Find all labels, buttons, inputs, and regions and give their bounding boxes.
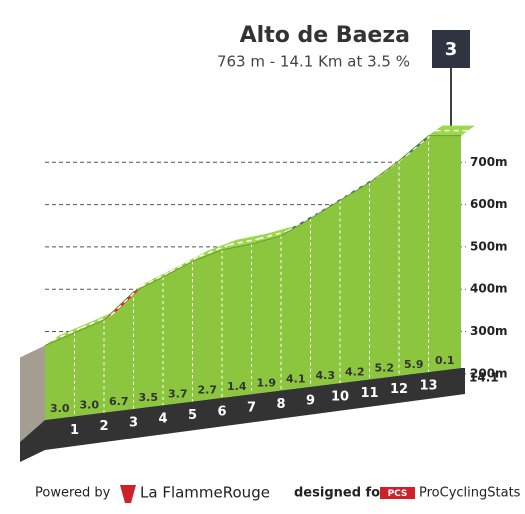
footer-text: designed for — [294, 486, 387, 501]
y-tick-label: 200m — [470, 366, 508, 380]
km-label: 5 — [188, 408, 197, 423]
profile-face — [45, 135, 461, 420]
km-label: 7 — [247, 401, 256, 416]
strip-dash — [169, 255, 200, 273]
gradient-label: 2.7 — [198, 384, 218, 397]
side-face — [20, 345, 45, 442]
gradient-segment — [251, 225, 296, 244]
gradient-label: 1.4 — [227, 380, 247, 393]
gradient-segment — [222, 233, 266, 250]
km-label: 9 — [306, 393, 315, 408]
gradient-segment — [428, 125, 475, 136]
gradient-label: 5.2 — [375, 362, 395, 375]
gradient-segment — [45, 322, 89, 346]
gradient-label: 4.1 — [286, 373, 306, 386]
pcs-name: ProCyclingStats — [419, 486, 521, 501]
brand-name: La FlammeRouge — [140, 484, 270, 502]
strip-dash — [140, 271, 171, 288]
km-label: 12 — [390, 382, 408, 397]
subtitle: 763 m - 14.1 Km at 3.5 % — [217, 53, 410, 71]
y-tick-label: 600m — [470, 197, 508, 211]
strip-dash — [287, 212, 318, 232]
base-band — [20, 368, 465, 462]
gradient-label: 6.7 — [109, 395, 129, 408]
km-label: 14.1 — [469, 371, 499, 385]
km-label: 3 — [129, 415, 138, 430]
profile-line — [44, 135, 461, 346]
km-label: 4 — [158, 412, 167, 427]
gradient-label: 0.1 — [435, 354, 455, 367]
category-label: 3 — [445, 39, 458, 60]
gradient-label: 4.3 — [316, 369, 336, 382]
strip-dash — [317, 194, 348, 215]
km-label: 2 — [99, 419, 108, 434]
strip-dash — [405, 130, 437, 157]
gradient-label: 3.0 — [80, 398, 100, 411]
y-tick-label: 400m — [470, 282, 508, 296]
y-tick-label: 700m — [470, 155, 508, 169]
gradient-label: 3.0 — [50, 402, 70, 415]
y-tick-label: 300m — [470, 324, 508, 338]
km-label: 11 — [360, 386, 378, 401]
km-label: 6 — [217, 404, 226, 419]
strip-dash — [110, 286, 142, 316]
km-label: 13 — [419, 379, 437, 394]
chart-title: Alto de Baeza — [240, 23, 410, 48]
brand-logo — [120, 485, 136, 503]
gradient-label: 5.9 — [404, 358, 424, 371]
gradient-label: 3.7 — [168, 387, 188, 400]
gradient-label: 4.2 — [345, 365, 365, 378]
footer-text: Powered by — [35, 486, 111, 501]
gradient-segment — [74, 310, 119, 333]
pcs-logo-box — [380, 487, 415, 499]
gradient-segment — [192, 239, 237, 262]
y-tick-label: 500m — [470, 239, 508, 253]
gradient-label: 3.5 — [139, 391, 159, 404]
km-label: 8 — [277, 397, 286, 412]
gradient-label: 1.9 — [257, 376, 277, 389]
category-badge — [432, 30, 470, 68]
pcs-logo: PCS — [388, 489, 408, 499]
km-label: 10 — [331, 390, 349, 405]
km-label: 1 — [70, 423, 79, 438]
